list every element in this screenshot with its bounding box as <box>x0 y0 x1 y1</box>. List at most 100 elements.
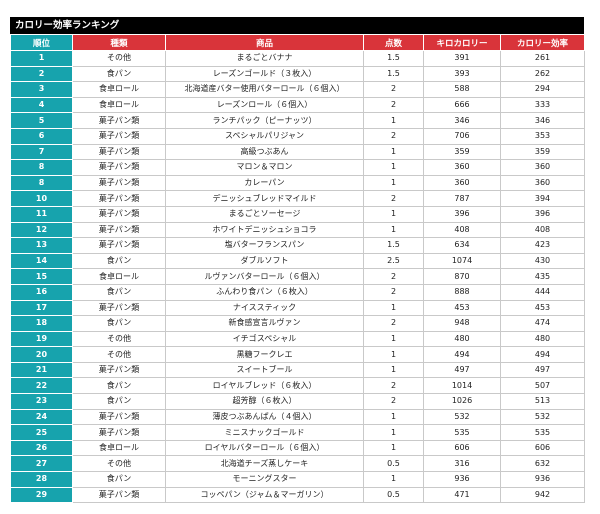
score-cell: 2 <box>363 190 424 207</box>
col-header-efficiency: カロリー効率 <box>500 34 585 51</box>
efficiency-cell: 396 <box>500 205 585 223</box>
product-cell: ダブルソフト <box>165 252 364 270</box>
category-cell: 菓子パン類 <box>72 424 166 441</box>
rank-cell: 20 <box>10 346 73 363</box>
rank-cell: 23 <box>10 393 73 410</box>
category-cell: 菓子パン類 <box>72 205 166 223</box>
category-cell: 菓子パン類 <box>72 221 166 239</box>
rank-cell: 17 <box>10 299 73 317</box>
rank-cell: 11 <box>10 205 73 223</box>
category-cell: 菓子パン類 <box>72 237 166 254</box>
category-cell: その他 <box>72 50 166 67</box>
rank-cell: 8 <box>10 159 73 176</box>
score-cell: 2 <box>363 283 424 301</box>
rank-cell: 18 <box>10 315 73 332</box>
efficiency-cell: 444 <box>500 283 585 301</box>
category-cell: 菓子パン類 <box>72 361 166 379</box>
product-cell: ナイススティック <box>165 299 364 317</box>
efficiency-cell: 294 <box>500 81 585 98</box>
product-cell: 北海道チーズ蒸しケーキ <box>165 455 364 473</box>
table-row: 21 菓子パン類 スイートブール 1 497 497 <box>10 361 585 379</box>
score-cell: 1 <box>363 424 424 441</box>
rank-cell: 24 <box>10 408 73 426</box>
table-header-row: 順位 種類 商品 点数 キロカロリー カロリー効率 <box>10 34 585 51</box>
category-cell: 食卓ロール <box>72 96 166 114</box>
product-cell: まるごとバナナ <box>165 50 364 67</box>
kcal-cell: 532 <box>423 408 501 426</box>
kcal-cell: 1074 <box>423 252 501 270</box>
table-row: 29 菓子パン類 コッペパン（ジャム＆マーガリン） 0.5 471 942 <box>10 486 585 504</box>
category-cell: 菓子パン類 <box>72 174 166 192</box>
efficiency-cell: 423 <box>500 237 585 254</box>
efficiency-cell: 513 <box>500 393 585 410</box>
product-cell: ロイヤルバターロール（６個入） <box>165 439 364 457</box>
score-cell: 1 <box>363 221 424 239</box>
table-row: 14 食パン ダブルソフト 2.5 1074 430 <box>10 252 585 270</box>
score-cell: 1 <box>363 143 424 161</box>
rank-cell: 1 <box>10 50 73 67</box>
category-cell: 食パン <box>72 283 166 301</box>
score-cell: 1 <box>363 299 424 317</box>
table-row: 28 食パン モーニングスター 1 936 936 <box>10 471 585 488</box>
product-cell: スペシャルパリジャン <box>165 127 364 145</box>
kcal-cell: 471 <box>423 486 501 504</box>
product-cell: レーズンロール（６個入） <box>165 96 364 114</box>
score-cell: 2 <box>363 268 424 285</box>
category-cell: その他 <box>72 455 166 473</box>
rank-cell: 10 <box>10 190 73 207</box>
product-cell: ミニスナックゴールド <box>165 424 364 441</box>
score-cell: 2 <box>363 96 424 114</box>
rank-cell: 16 <box>10 283 73 301</box>
kcal-cell: 497 <box>423 361 501 379</box>
rank-cell: 28 <box>10 471 73 488</box>
rank-cell: 27 <box>10 455 73 473</box>
col-header-rank: 順位 <box>10 34 73 51</box>
efficiency-cell: 262 <box>500 65 585 83</box>
efficiency-cell: 435 <box>500 268 585 285</box>
table-row: 8 菓子パン類 マロン＆マロン 1 360 360 <box>10 159 585 176</box>
rank-cell: 13 <box>10 237 73 254</box>
efficiency-cell: 480 <box>500 330 585 348</box>
category-cell: 菓子パン類 <box>72 190 166 207</box>
efficiency-cell: 430 <box>500 252 585 270</box>
efficiency-cell: 497 <box>500 361 585 379</box>
table-row: 12 菓子パン類 ホワイトデニッシュショコラ 1 408 408 <box>10 221 585 239</box>
efficiency-cell: 535 <box>500 424 585 441</box>
efficiency-cell: 494 <box>500 346 585 363</box>
product-cell: 黒糖フークレエ <box>165 346 364 363</box>
category-cell: 菓子パン類 <box>72 127 166 145</box>
kcal-cell: 706 <box>423 127 501 145</box>
score-cell: 0.5 <box>363 455 424 473</box>
score-cell: 2 <box>363 377 424 395</box>
kcal-cell: 346 <box>423 112 501 129</box>
efficiency-cell: 360 <box>500 174 585 192</box>
category-cell: 食パン <box>72 377 166 395</box>
score-cell: 2.5 <box>363 252 424 270</box>
product-cell: カレーパン <box>165 174 364 192</box>
score-cell: 2 <box>363 315 424 332</box>
kcal-cell: 588 <box>423 81 501 98</box>
score-cell: 1.5 <box>363 65 424 83</box>
rank-cell: 4 <box>10 96 73 114</box>
product-cell: デニッシュブレッドマイルド <box>165 190 364 207</box>
efficiency-cell: 359 <box>500 143 585 161</box>
category-cell: 食パン <box>72 252 166 270</box>
product-cell: ロイヤルブレッド（６枚入） <box>165 377 364 395</box>
table-row: 25 菓子パン類 ミニスナックゴールド 1 535 535 <box>10 424 585 441</box>
col-header-kcal: キロカロリー <box>423 34 501 51</box>
table-row: 11 菓子パン類 まるごとソーセージ 1 396 396 <box>10 205 585 223</box>
product-cell: まるごとソーセージ <box>165 205 364 223</box>
category-cell: 食パン <box>72 471 166 488</box>
product-cell: ふんわり食パン（６枚入） <box>165 283 364 301</box>
category-cell: その他 <box>72 330 166 348</box>
rank-cell: 19 <box>10 330 73 348</box>
kcal-cell: 948 <box>423 315 501 332</box>
table-row: 2 食パン レーズンゴールド（３枚入） 1.5 393 262 <box>10 65 585 83</box>
rank-cell: 25 <box>10 424 73 441</box>
rank-cell: 15 <box>10 268 73 285</box>
table-row: 6 菓子パン類 スペシャルパリジャン 2 706 353 <box>10 127 585 145</box>
score-cell: 1.5 <box>363 237 424 254</box>
efficiency-cell: 507 <box>500 377 585 395</box>
efficiency-cell: 474 <box>500 315 585 332</box>
